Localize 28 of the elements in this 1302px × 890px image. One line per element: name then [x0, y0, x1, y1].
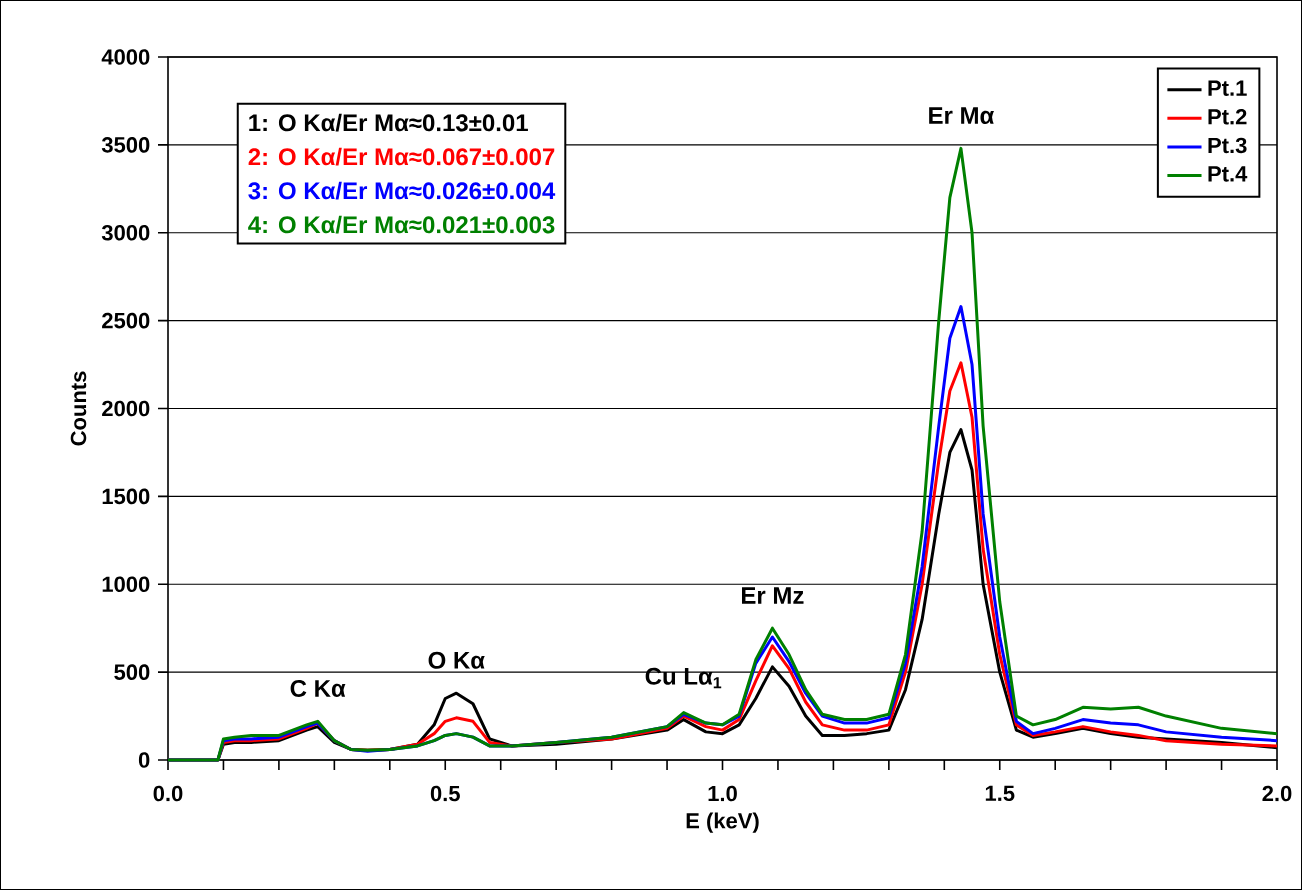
annotation: C Kα	[290, 679, 346, 697]
x-tick-label: 0.5	[430, 785, 460, 802]
y-axis-title: Counts	[70, 371, 87, 446]
y-tick-label: 2000	[102, 400, 150, 417]
legend-label: Pt.1	[1208, 80, 1247, 96]
annotation: 2: O Kα/Er Mα≈0.067±0.007	[248, 147, 555, 166]
annotation: 3: O Kα/Er Mα≈0.026±0.004	[248, 181, 556, 200]
legend-label: Pt.2	[1208, 109, 1247, 125]
x-tick-label: 2.0	[1262, 785, 1292, 802]
annotation: Er Mα	[929, 107, 995, 124]
legend-label: Pt.4	[1208, 166, 1248, 182]
legend-label: Pt.3	[1208, 137, 1247, 154]
annotation: 1: O Kα/Er Mα≈0.13±0.01	[249, 113, 528, 132]
y-tick-label: 2500	[102, 312, 150, 329]
x-tick-label: 1.5	[985, 785, 1015, 802]
y-tick-label: 500	[114, 664, 150, 680]
x-tick-label: 1.0	[708, 785, 737, 802]
x-axis-title: E (keV)	[686, 812, 759, 833]
annotation: 4: O Kα/Er Mα≈0.021±0.003	[248, 215, 555, 234]
annotation: O Kα	[428, 651, 485, 669]
annotation: Er Mz	[742, 587, 804, 604]
x-tick-label: 0.0	[153, 785, 183, 802]
y-tick-label: 0	[138, 752, 150, 768]
y-tick-label: 1000	[102, 576, 150, 593]
y-tick-label: 4000	[101, 49, 150, 65]
y-tick-label: 3000	[101, 224, 150, 241]
y-tick-label: 1500	[102, 488, 150, 505]
y-tick-label: 3500	[101, 137, 150, 153]
